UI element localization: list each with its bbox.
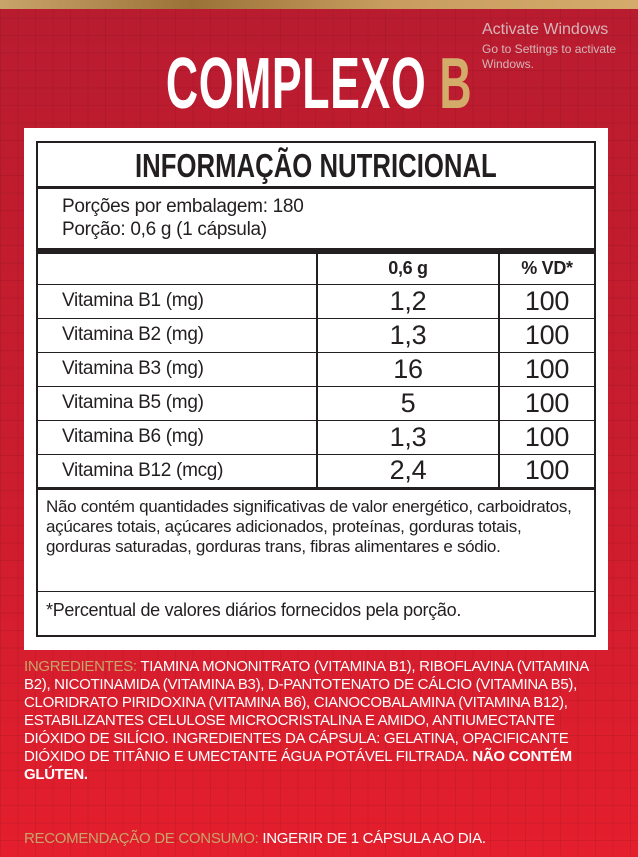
nutrient-row: Vitamina B2 (mg) 1,3 100	[38, 318, 594, 353]
table-header-row: 0,6 g % VD*	[38, 254, 594, 285]
label-heading: INFORMAÇÃO NUTRICIONAL	[38, 143, 594, 189]
gold-top-bar	[0, 0, 638, 9]
nutrient-name: Vitamina B12 (mcg)	[38, 454, 317, 490]
nutrient-amount: 1,3	[316, 318, 499, 353]
serving-size: Porção: 0,6 g (1 cápsula)	[62, 219, 267, 240]
title-main: COMPLEXO	[165, 44, 427, 124]
nutrient-row: Vitamina B3 (mg) 16 100	[38, 352, 594, 387]
col-header-dv: % VD*	[498, 254, 594, 285]
nutrient-dv: 100	[498, 318, 594, 353]
ingredients-text: INGREDIENTES: TIAMINA MONONITRATO (VITAM…	[24, 658, 614, 784]
nutrient-name: Vitamina B5 (mg)	[38, 386, 317, 421]
col-header-nutrient	[38, 254, 317, 285]
nutrient-amount: 1,2	[316, 284, 499, 319]
insignificant-amounts-note: Não contém quantidades significativas de…	[38, 490, 594, 592]
title-accent: B	[439, 44, 473, 124]
nutrient-name: Vitamina B6 (mg)	[38, 420, 317, 455]
serving-info: Porções por embalagem: 180 Porção: 0,6 g…	[38, 189, 594, 254]
nutrient-row: Vitamina B12 (mcg) 2,4 100	[38, 454, 594, 490]
servings-per-package: Porções por embalagem: 180	[62, 196, 304, 217]
nutrition-label-card: INFORMAÇÃO NUTRICIONAL Porções por embal…	[24, 128, 608, 650]
nutrient-name: Vitamina B2 (mg)	[38, 318, 317, 353]
daily-value-footnote: *Percentual de valores diários fornecido…	[46, 599, 462, 620]
col-header-amount: 0,6 g	[316, 254, 499, 285]
nutrient-dv: 100	[498, 386, 594, 421]
windows-activation-watermark: Activate Windows	[482, 21, 609, 38]
nutrient-amount: 16	[316, 352, 499, 387]
ingredients-list: TIAMINA MONONITRATO (VITAMINA B1), RIBOF…	[24, 658, 589, 765]
nutrient-dv: 100	[498, 352, 594, 387]
nutrient-row: Vitamina B5 (mg) 5 100	[38, 386, 594, 421]
consumption-recommendation: RECOMENDAÇÃO DE CONSUMO: INGERIR DE 1 CÁ…	[24, 830, 614, 848]
nutrient-table: 0,6 g % VD* Vitamina B1 (mg) 1,2 100 Vitami…	[38, 254, 594, 490]
nutrient-name: Vitamina B3 (mg)	[38, 352, 317, 387]
windows-activation-subtext: Go to Settings to activate Windows.	[482, 42, 617, 71]
recommendation-label: RECOMENDAÇÃO DE CONSUMO:	[24, 830, 259, 847]
nutrient-name: Vitamina B1 (mg)	[38, 284, 317, 319]
nutrient-row: Vitamina B1 (mg) 1,2 100	[38, 284, 594, 319]
nutrition-facts-table: INFORMAÇÃO NUTRICIONAL Porções por embal…	[36, 141, 596, 637]
nutrient-dv: 100	[498, 284, 594, 319]
gluten-free-notice: NÃO CONTÉM GLÚTEN.	[24, 748, 572, 783]
product-title: COMPLEXO B	[0, 44, 638, 124]
recommendation-text: INGERIR DE 1 CÁPSULA AO DIA.	[258, 830, 486, 847]
nutrient-dv: 100	[498, 454, 594, 490]
nutrient-dv: 100	[498, 420, 594, 455]
nutrient-amount: 1,3	[316, 420, 499, 455]
ingredients-label: INGREDIENTES:	[24, 658, 137, 675]
nutrient-amount: 2,4	[316, 454, 499, 490]
nutrient-amount: 5	[316, 386, 499, 421]
nutrient-row: Vitamina B6 (mg) 1,3 100	[38, 420, 594, 455]
